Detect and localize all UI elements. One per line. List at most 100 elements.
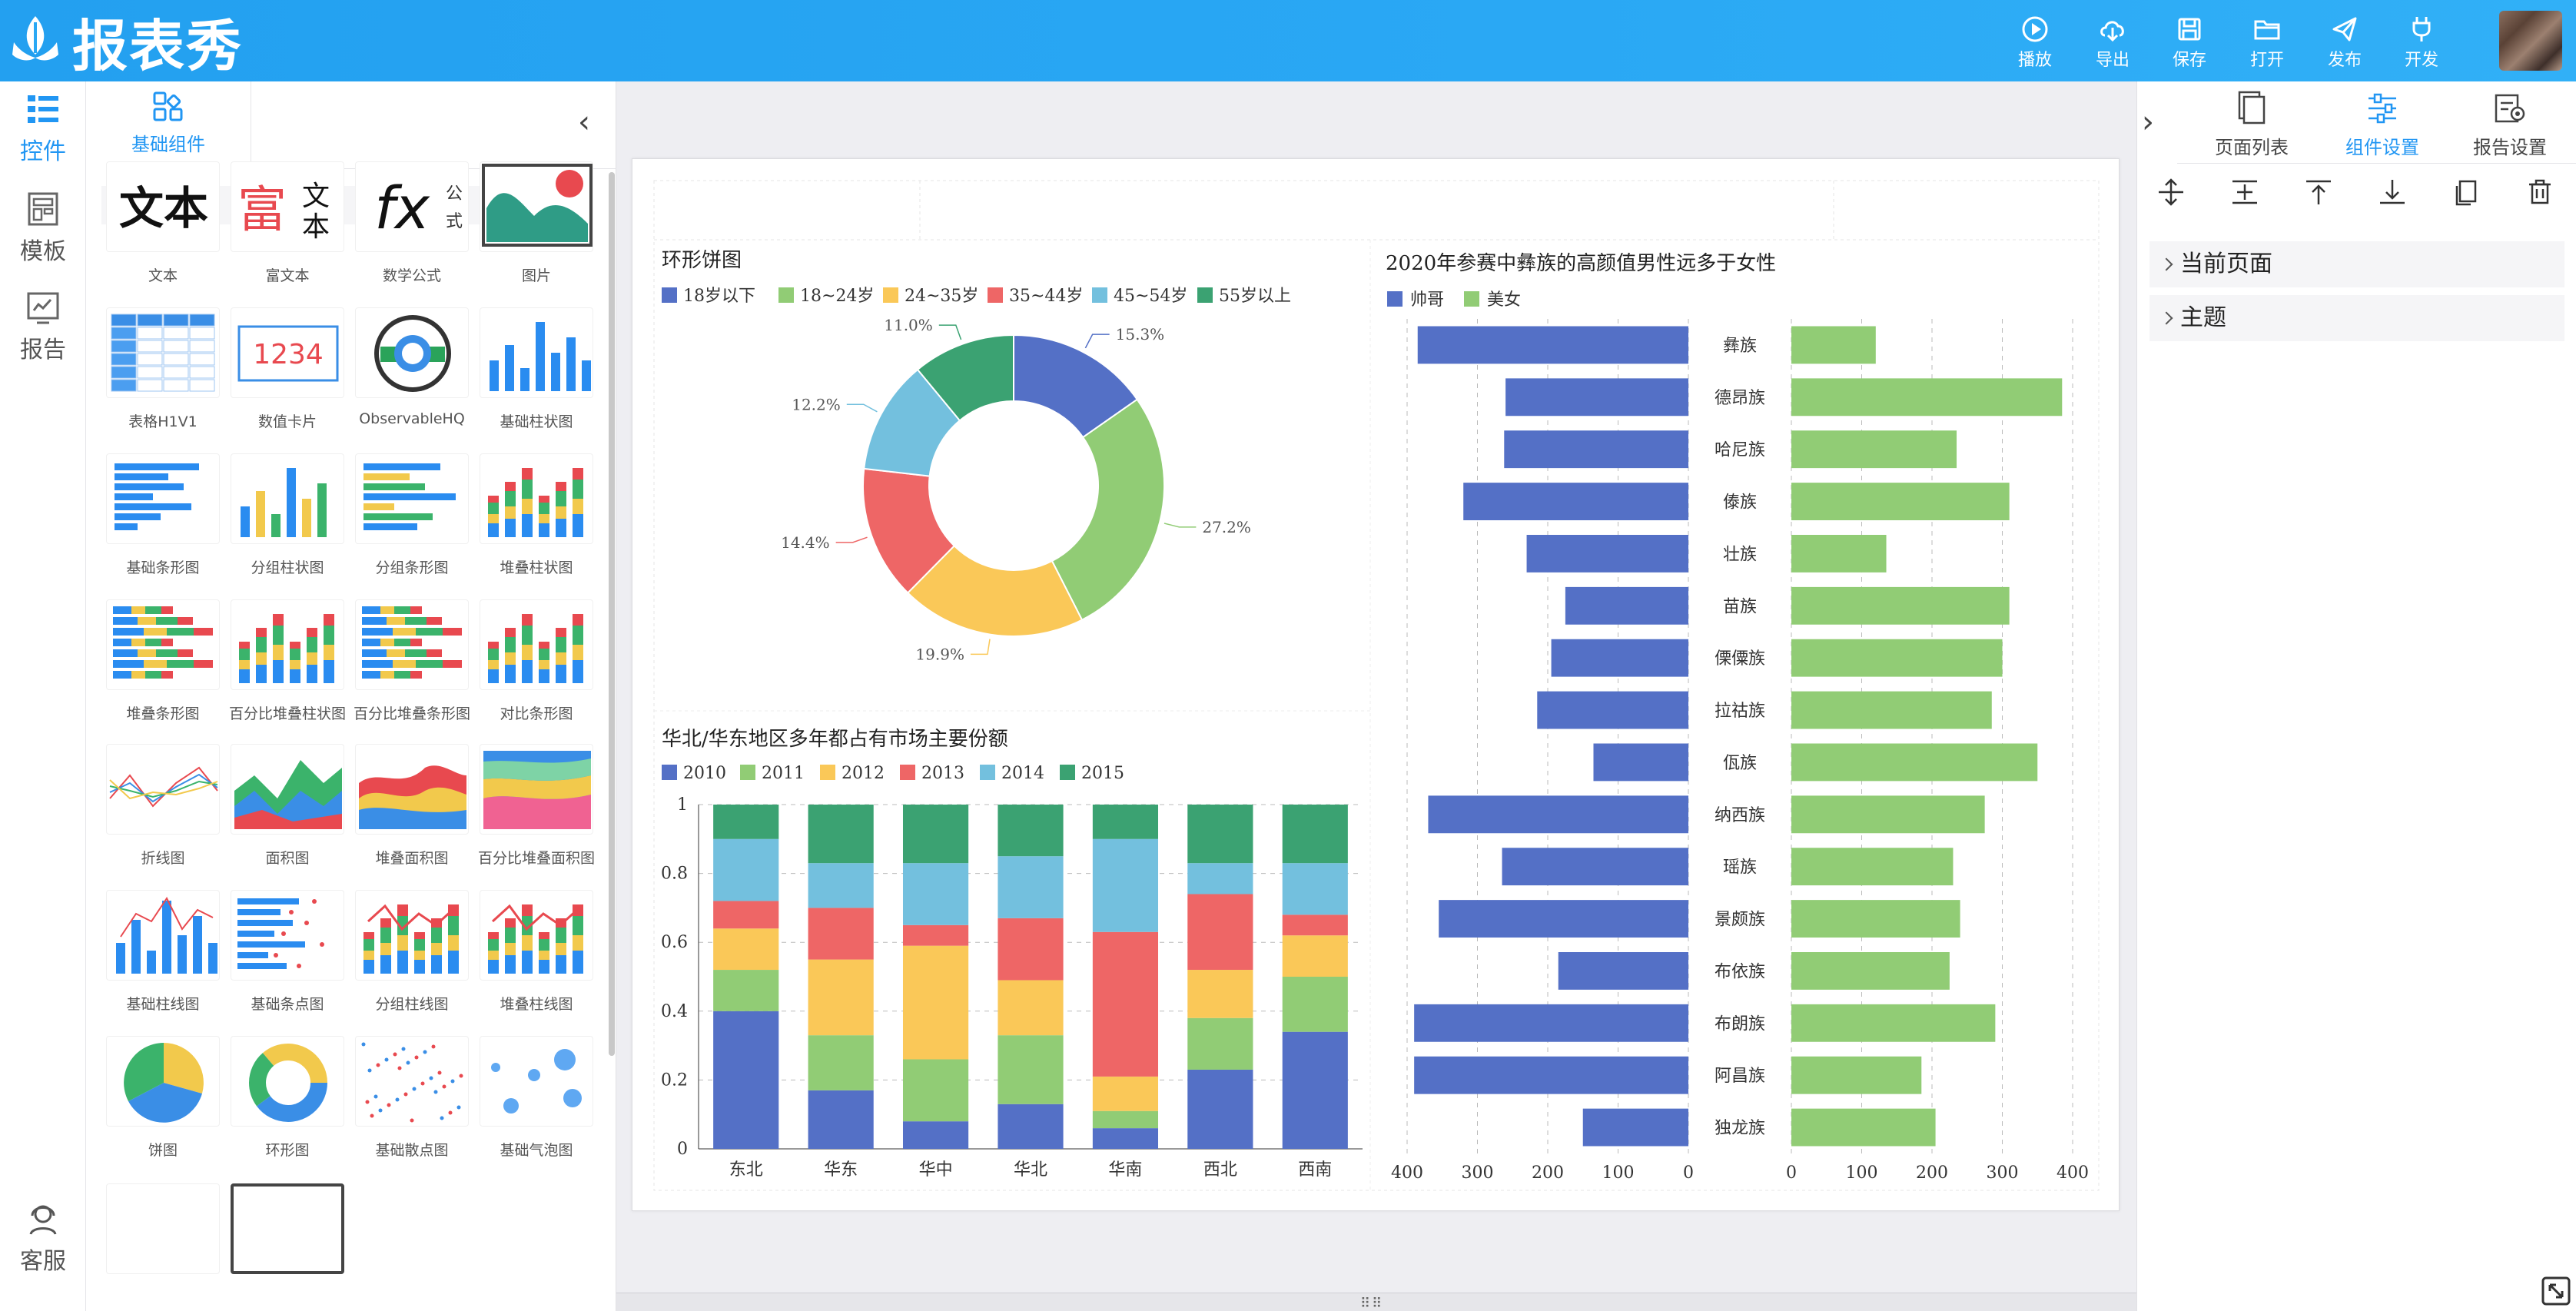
stacked-bar-segment — [998, 1104, 1064, 1149]
component-item-partial[interactable] — [226, 1183, 349, 1274]
svg-text:fx: fx — [374, 174, 430, 242]
component-item[interactable]: 富文本富文本 — [226, 161, 349, 285]
component-item[interactable]: 对比条形图 — [475, 599, 598, 723]
component-item[interactable]: 分组条形图 — [350, 453, 473, 577]
save-button[interactable]: 保存 — [2159, 12, 2220, 74]
component-item[interactable]: 百分比堆叠条形图 — [350, 599, 473, 723]
section-theme[interactable]: 主题 — [2149, 295, 2564, 341]
align-top-icon[interactable] — [2303, 177, 2334, 207]
stacked-bar-segment — [1282, 863, 1348, 915]
component-item[interactable]: 图片 — [475, 161, 598, 285]
component-item[interactable]: 分组柱状图 — [226, 453, 349, 577]
category-label: 布依族 — [1715, 962, 1765, 981]
component-item[interactable]: 百分比堆叠柱状图 — [226, 599, 349, 723]
component-thumbnail-icon — [106, 453, 220, 544]
bar-right — [1791, 1108, 1936, 1147]
component-item[interactable]: 文本 文本 — [101, 161, 224, 285]
tab-page-list[interactable]: 页面列表 — [2186, 81, 2317, 163]
category-label: 德昂族 — [1715, 389, 1765, 408]
expand-panel-icon[interactable]: › — [2142, 105, 2154, 140]
play-button[interactable]: 播放 — [2004, 12, 2066, 74]
component-label: 数值卡片 — [257, 413, 317, 430]
rail-item-templates[interactable]: 模板 — [0, 189, 86, 266]
open-button[interactable]: 打开 — [2236, 12, 2298, 74]
panel-scrollbar[interactable] — [609, 172, 615, 1056]
component-item[interactable]: 饼图 — [101, 1036, 224, 1160]
component-item[interactable]: 表格H1V1 — [101, 307, 224, 431]
component-item[interactable]: 分组柱线图 — [350, 890, 473, 1014]
legend-label: 2011 — [762, 764, 805, 783]
export-button[interactable]: 导出 — [2082, 12, 2143, 74]
component-item[interactable]: 基础条形图 — [101, 453, 224, 577]
rail-item-reports[interactable]: 报告 — [0, 287, 86, 364]
stacked-percent-bar-chart[interactable]: 华北/华东地区多年都占有市场主要份额 2010 2011 2012 2013 2014 20… — [661, 728, 1363, 1180]
bar-left — [1463, 483, 1688, 520]
y-tick-label: 0 — [677, 1140, 688, 1159]
component-thumbnail-icon — [231, 453, 344, 544]
section-current-page[interactable]: 当前页面 — [2149, 241, 2564, 287]
component-item[interactable]: 基础条点图 — [226, 890, 349, 1014]
stacked-bar-segment — [808, 863, 874, 908]
user-avatar[interactable] — [2499, 11, 2562, 71]
component-thumbnail-icon: fx 公式 — [355, 161, 469, 252]
bar-right — [1791, 691, 1992, 729]
component-item[interactable]: 基础柱状图 — [475, 307, 598, 431]
component-item[interactable]: 面积图 — [226, 744, 349, 868]
widgets-list-icon — [28, 95, 58, 123]
donut-chart[interactable]: 环形饼图 18岁以下 18~24岁 24~35岁 35~44岁 45~54岁 55岁以上 15… — [662, 249, 1291, 663]
tab-report-settings[interactable]: 报告设置 — [2445, 81, 2575, 163]
copy-icon[interactable] — [2451, 177, 2481, 207]
component-thumbnail-icon — [231, 890, 344, 981]
legend-swatch — [883, 287, 898, 303]
component-item[interactable]: ObservableHQ — [350, 307, 473, 427]
bar-left — [1582, 1108, 1688, 1147]
slice-label: 11.0% — [884, 316, 933, 334]
legend-swatch — [1464, 291, 1479, 307]
publish-button[interactable]: 发布 — [2314, 12, 2375, 74]
delete-icon[interactable] — [2525, 177, 2555, 207]
stacked-bar-segment — [998, 856, 1064, 918]
tab-component-settings[interactable]: 组件设置 — [2317, 81, 2448, 163]
plug-icon — [2412, 17, 2431, 41]
logo[interactable]: 报表秀 — [6, 8, 243, 78]
component-item[interactable]: 基础散点图 — [350, 1036, 473, 1160]
component-item[interactable]: 堆叠面积图 — [350, 744, 473, 868]
align-bottom-icon[interactable] — [2377, 177, 2408, 207]
develop-button[interactable]: 开发 — [2391, 12, 2452, 74]
component-item[interactable]: fx 公式数学公式 — [350, 161, 473, 285]
folder-icon — [2254, 20, 2280, 40]
component-item[interactable]: 1234 数值卡片 — [226, 307, 349, 431]
rail-item-widgets[interactable]: 控件 — [0, 89, 86, 166]
component-item[interactable]: 堆叠柱状图 — [475, 453, 598, 577]
align-center-vertical-icon[interactable] — [2156, 177, 2186, 207]
align-middle-icon[interactable] — [2229, 177, 2260, 207]
rail-item-customer-service[interactable]: 客服 — [0, 1199, 86, 1276]
component-thumbnail-icon — [480, 744, 593, 835]
bottom-resize-bar[interactable] — [616, 1293, 2136, 1311]
component-item[interactable]: 环形图 — [226, 1036, 349, 1160]
layout-guides — [653, 180, 2100, 1191]
tab-basic-components[interactable]: 基础组件 — [86, 81, 251, 169]
category-label: 阿昌族 — [1715, 1067, 1765, 1086]
component-thumbnail-icon — [355, 744, 469, 835]
legend-label: 18~24岁 — [800, 287, 874, 306]
settings-panel: › 页面列表 组件设置 报告设置 当前页面 主题 — [2136, 81, 2576, 1311]
component-item[interactable]: 基础气泡图 — [475, 1036, 598, 1160]
component-item[interactable]: 折线图 — [101, 744, 224, 868]
component-item[interactable]: 堆叠条形图 — [101, 599, 224, 723]
resize-grip-icon[interactable]: ⠿⠿ — [1360, 1296, 1384, 1311]
component-item-partial[interactable] — [101, 1183, 224, 1274]
component-item[interactable]: 堆叠柱线图 — [475, 890, 598, 1014]
customer-service-icon — [29, 1205, 57, 1235]
component-item[interactable]: 百分比堆叠面积图 — [475, 744, 598, 868]
component-item[interactable]: 基础柱线图 — [101, 890, 224, 1014]
category-label: 苗族 — [1723, 597, 1757, 616]
report-page[interactable]: 环形饼图 18岁以下 18~24岁 24~35岁 35~44岁 45~54岁 55岁以上 15… — [632, 158, 2120, 1211]
category-label: 瑶族 — [1723, 858, 1757, 878]
legend-label: 2010 — [683, 764, 726, 783]
download-cloud-icon — [2100, 21, 2124, 42]
fullscreen-toggle-icon[interactable] — [2541, 1276, 2571, 1306]
collapse-panel-icon[interactable]: ‹ — [578, 105, 590, 140]
